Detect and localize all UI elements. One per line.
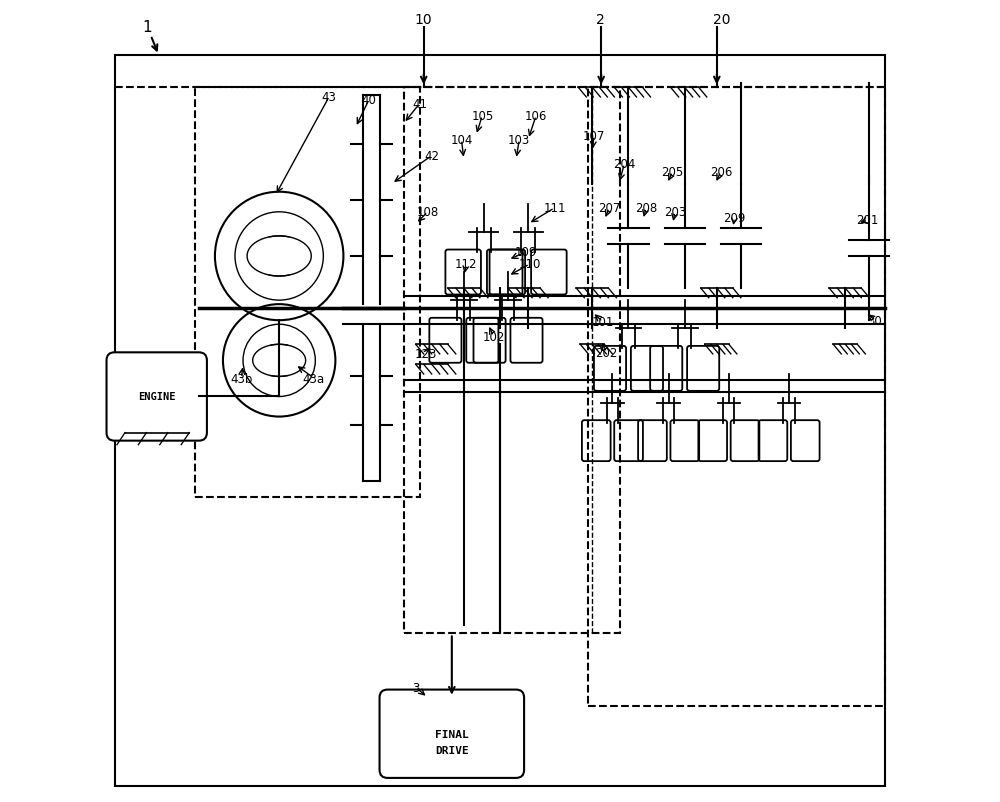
Text: 43b: 43b: [230, 372, 253, 385]
Text: 111: 111: [543, 202, 566, 215]
Text: 203: 203: [664, 206, 686, 219]
Text: 109: 109: [515, 246, 537, 259]
Text: 201: 201: [857, 214, 879, 227]
FancyBboxPatch shape: [107, 353, 207, 441]
Text: 204: 204: [613, 158, 636, 171]
Text: 206: 206: [710, 166, 732, 179]
FancyBboxPatch shape: [380, 690, 524, 778]
Text: 2: 2: [596, 13, 605, 27]
Text: 106: 106: [525, 110, 547, 123]
Text: 102: 102: [482, 330, 505, 343]
Text: FINAL: FINAL: [435, 729, 469, 739]
Text: DRIVE: DRIVE: [435, 745, 469, 755]
Text: 123: 123: [415, 348, 437, 361]
Text: 112: 112: [455, 258, 478, 271]
Text: 209: 209: [723, 212, 746, 225]
Text: 1: 1: [143, 20, 152, 35]
Text: 202: 202: [596, 346, 618, 359]
Text: 207: 207: [598, 202, 620, 215]
Text: 10: 10: [414, 13, 432, 27]
Text: 205: 205: [662, 166, 684, 179]
Text: 105: 105: [471, 110, 493, 123]
Text: 20: 20: [713, 13, 730, 27]
Text: 101: 101: [592, 316, 614, 329]
Text: 41: 41: [412, 98, 427, 111]
Text: 40: 40: [362, 94, 377, 107]
Text: 103: 103: [508, 134, 530, 147]
Text: 110: 110: [519, 258, 541, 271]
Text: 3: 3: [412, 681, 419, 694]
Text: 43a: 43a: [303, 372, 325, 385]
Text: 104: 104: [450, 134, 473, 147]
Text: 42: 42: [424, 150, 439, 163]
Text: 108: 108: [417, 206, 439, 219]
Text: 30: 30: [868, 314, 882, 327]
Text: 208: 208: [635, 202, 657, 215]
Text: ENGINE: ENGINE: [138, 392, 176, 402]
Text: 43: 43: [322, 91, 336, 104]
Text: 107: 107: [583, 130, 605, 143]
